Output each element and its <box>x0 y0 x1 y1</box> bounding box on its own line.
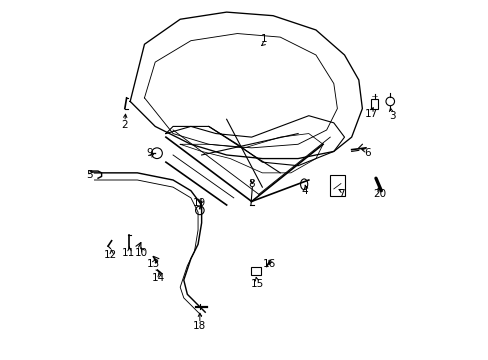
Text: 8: 8 <box>248 179 254 189</box>
Text: 1: 1 <box>260 34 267 44</box>
Text: 10: 10 <box>134 248 147 258</box>
Text: 20: 20 <box>373 189 386 199</box>
Text: 19: 19 <box>193 198 206 208</box>
Text: 7: 7 <box>337 189 344 199</box>
Text: 13: 13 <box>146 259 160 269</box>
Bar <box>329 175 344 196</box>
Text: 5: 5 <box>85 170 92 180</box>
Text: 15: 15 <box>250 279 263 289</box>
Text: 6: 6 <box>364 148 370 158</box>
Text: 9: 9 <box>146 148 153 158</box>
Text: 14: 14 <box>152 273 165 283</box>
Text: 11: 11 <box>122 248 135 258</box>
Text: 3: 3 <box>388 111 395 121</box>
Text: 17: 17 <box>364 109 377 119</box>
Text: 18: 18 <box>193 321 206 332</box>
Bar <box>250 267 261 275</box>
Text: 12: 12 <box>104 250 117 260</box>
Bar <box>370 99 378 109</box>
Text: 4: 4 <box>301 186 308 196</box>
Text: 2: 2 <box>122 120 128 130</box>
Text: 16: 16 <box>263 259 276 269</box>
